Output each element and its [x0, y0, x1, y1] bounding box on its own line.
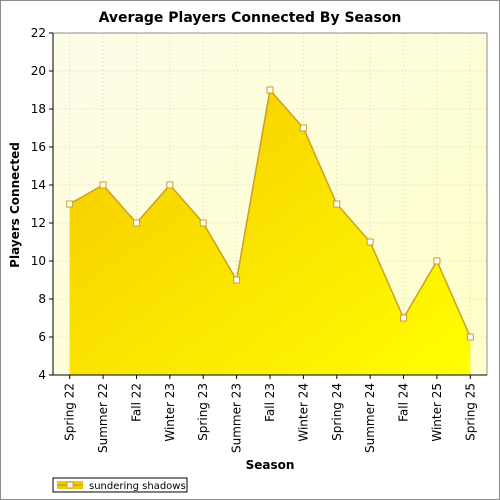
x-axis-title: Season: [246, 458, 295, 472]
legend: sundering shadows: [52, 477, 188, 493]
legend-label: sundering shadows: [89, 481, 186, 492]
y-axis-title: Players Connected: [8, 142, 22, 268]
x-tick-label: Summer 23: [230, 383, 244, 453]
x-tick-label: Spring 25: [463, 383, 477, 441]
legend-box: [52, 477, 188, 493]
y-tick-label: 10: [31, 254, 46, 268]
x-tick-label: Fall 22: [129, 383, 143, 422]
chart-title: Average Players Connected By Season: [99, 10, 402, 26]
y-tick-label: 8: [38, 292, 46, 306]
data-point-winter-25: [433, 257, 441, 265]
y-tick-label: 18: [31, 102, 46, 116]
x-tick-label: Winter 25: [430, 383, 444, 442]
data-point-spring-23: [199, 219, 207, 227]
y-axis-ticks: 4 6 8 10 12 14 16 18 20 22: [31, 26, 53, 382]
x-tick-label: Fall 24: [397, 383, 411, 422]
data-point-summer-23: [233, 276, 241, 284]
x-tick-label: Winter 24: [296, 383, 310, 442]
x-tick-label: Winter 23: [163, 383, 177, 442]
y-tick-label: 6: [38, 330, 46, 344]
x-tick-label: Spring 22: [63, 383, 77, 441]
data-point-spring-22: [66, 200, 74, 208]
series-area: [69, 90, 471, 375]
x-tick-label: Fall 23: [263, 383, 277, 422]
data-point-winter-23: [166, 181, 174, 189]
x-tick-label: Spring 23: [196, 383, 210, 441]
data-point-summer-24: [366, 238, 374, 246]
data-point-summer-22: [99, 181, 107, 189]
x-tick-label: Summer 24: [363, 383, 377, 453]
series-markers: [66, 86, 474, 341]
data-point-spring-24: [333, 200, 341, 208]
data-point-spring-25: [466, 333, 474, 341]
y-tick-label: 22: [31, 26, 46, 40]
legend-marker: [66, 481, 74, 489]
data-point-fall-23: [266, 86, 274, 94]
data-point-fall-22: [132, 219, 140, 227]
x-tick-label: Spring 24: [330, 383, 344, 441]
data-point-fall-24: [400, 314, 408, 322]
y-tick-label: 12: [31, 216, 46, 230]
y-tick-label: 14: [31, 178, 46, 192]
data-point-winter-24: [299, 124, 307, 132]
y-tick-label: 4: [38, 368, 46, 382]
x-tick-label: Summer 22: [96, 383, 110, 453]
y-tick-label: 20: [31, 64, 46, 78]
x-axis-ticks: Spring 22 Summer 22 Fall 22 Winter 23 Spring…: [63, 375, 477, 453]
y-tick-label: 16: [31, 140, 46, 154]
